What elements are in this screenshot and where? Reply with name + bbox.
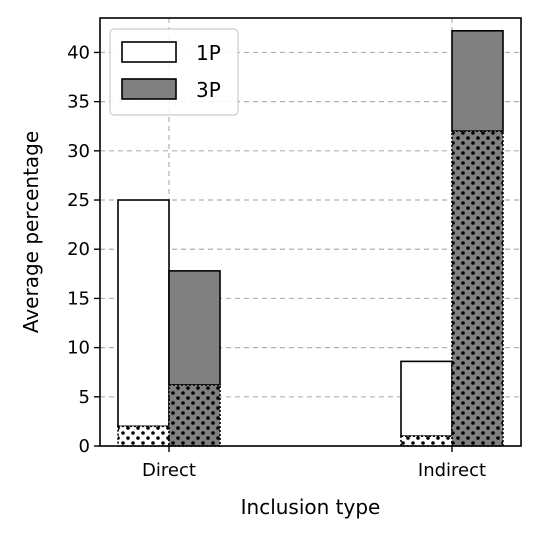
y-tick-label: 20 [67, 239, 90, 260]
y-tick-label: 25 [67, 190, 90, 211]
y-axis-ticks: 0 5 10 15 20 25 30 35 40 [67, 42, 100, 457]
y-tick-label: 40 [67, 42, 90, 63]
y-tick-label: 10 [67, 338, 90, 359]
y-tick-label: 35 [67, 92, 90, 113]
plot-frame [99, 17, 522, 447]
legend-label-3p: 3P [196, 78, 221, 102]
bar-1p-direct-solid [117, 199, 170, 428]
x-axis-label: Inclusion type [241, 495, 381, 519]
bars-group [117, 29, 504, 447]
bar-3p-indirect-solid [451, 29, 504, 132]
y-tick-label: 5 [79, 387, 90, 408]
legend-swatch-3p [121, 78, 177, 100]
legend-swatch-1p [121, 41, 177, 63]
bar-1p-indirect-dotted [400, 435, 453, 447]
legend-label-1p: 1P [196, 41, 221, 65]
x-axis-ticks: Direct Indirect [142, 446, 486, 481]
bar-1p-direct-dotted [117, 425, 170, 447]
bar-1p-indirect-solid [400, 360, 453, 437]
x-tick-label: Indirect [418, 460, 486, 481]
legend: 1P 3P [109, 28, 239, 116]
bar-3p-direct-solid [168, 270, 221, 386]
bar-3p-direct-dotted [168, 384, 221, 447]
x-tick-label: Direct [142, 460, 196, 481]
y-tick-label: 15 [67, 288, 90, 309]
y-tick-label: 0 [79, 436, 90, 457]
bar-3p-indirect-dotted [451, 130, 504, 447]
y-tick-label: 30 [67, 141, 90, 162]
y-axis-label: Average percentage [19, 131, 43, 333]
